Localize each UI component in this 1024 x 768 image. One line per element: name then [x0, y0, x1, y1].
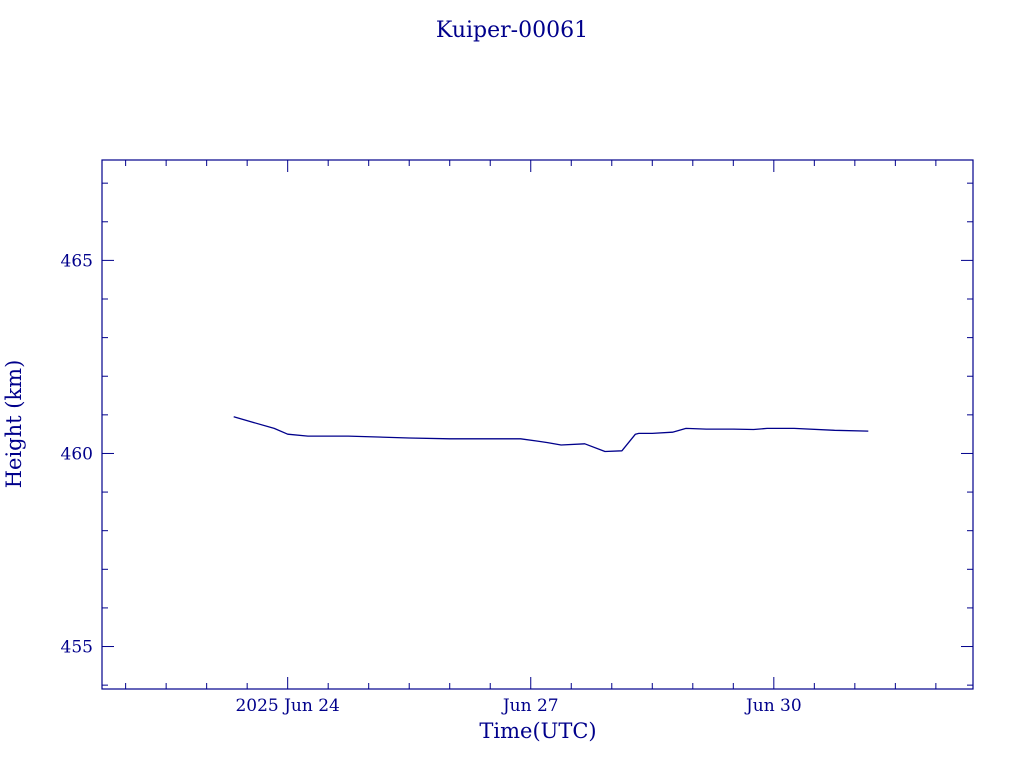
- height-series-line: [233, 416, 869, 453]
- x-tick-label: Jun 27: [501, 696, 559, 716]
- x-axis-label: Time(UTC): [479, 719, 596, 743]
- series-lines: [233, 416, 869, 453]
- y-axis-label: Height (km): [2, 360, 26, 489]
- y-tick-label: 460: [61, 444, 93, 464]
- y-tick-label: 465: [61, 251, 93, 271]
- x-tick-label: 2025 Jun 24: [235, 696, 339, 716]
- x-tick-label: Jun 30: [744, 696, 802, 716]
- chart-title: Kuiper-00061: [436, 18, 588, 43]
- y-tick-label: 455: [61, 638, 93, 658]
- axis-ticks: [102, 160, 973, 689]
- tick-labels: 2025 Jun 24 Jun 27 Jun 30 455 460 465: [61, 251, 802, 716]
- plot-frame: [101, 159, 974, 690]
